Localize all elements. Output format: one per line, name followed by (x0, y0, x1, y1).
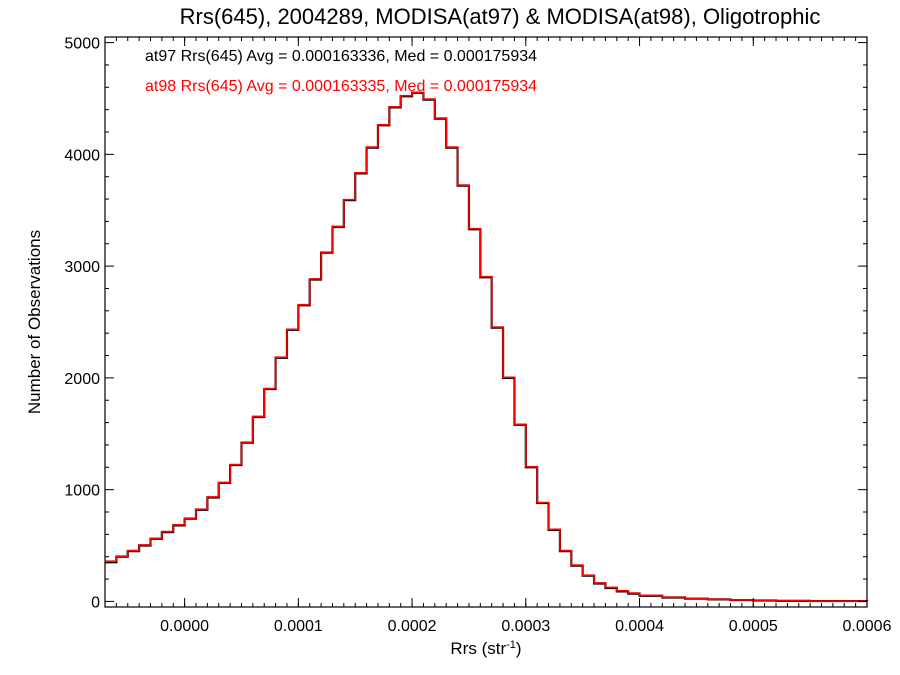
plot-frame (104, 36, 868, 608)
y-tick-label: 2000 (64, 371, 100, 388)
x-tick-label: 0.0003 (501, 618, 550, 635)
y-axis-label: Number of Observations (25, 230, 44, 414)
x-tick-label: 0.0006 (843, 618, 892, 635)
series-line-at98 (105, 91, 868, 602)
series-line-at97 (105, 91, 869, 603)
y-tick-label: 4000 (64, 147, 100, 164)
series-layer (105, 91, 869, 603)
x-tick-label: 0.0002 (388, 618, 437, 635)
x-axis-label: Rrs (str-1) (450, 639, 521, 658)
x-axis-ticks: 0.0000 0.0001 0.0002 0.0003 0.0004 0.0005 0.00… (115, 37, 892, 635)
y-tick-label: 0 (91, 594, 100, 611)
x-axis-label-close: ) (516, 639, 522, 658)
x-axis-label-main: Rrs (str (450, 639, 506, 658)
x-tick-label: 0.0001 (274, 618, 323, 635)
chart-title: Rrs(645), 2004289, MODISA(at97) & MODISA… (180, 4, 821, 29)
y-tick-label: 3000 (64, 259, 100, 276)
y-axis-ticks: 0 1000 2000 3000 4000 5000 (64, 36, 867, 611)
x-tick-label: 0.0005 (729, 618, 778, 635)
x-tick-label: 0.0004 (615, 618, 664, 635)
legend-entry-at98: at98 Rrs(645) Avg = 0.000163335, Med = 0… (145, 78, 537, 95)
x-tick-label: 0.0000 (160, 618, 209, 635)
legend-entry-at97: at97 Rrs(645) Avg = 0.000163336, Med = 0… (145, 48, 537, 65)
y-tick-label: 5000 (64, 36, 100, 53)
x-axis-label-superscript: -1 (506, 639, 516, 651)
y-tick-label: 1000 (64, 483, 100, 500)
